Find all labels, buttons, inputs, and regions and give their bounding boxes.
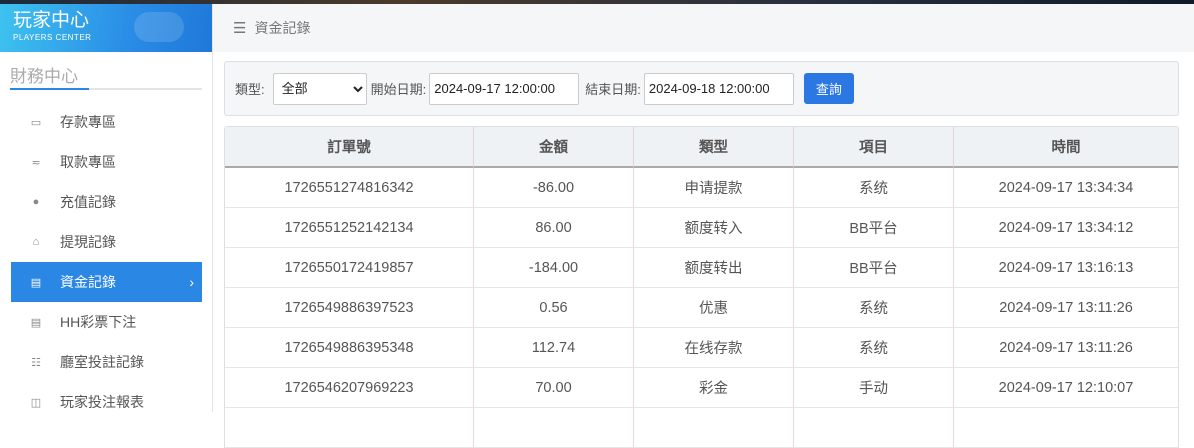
- table-cell: BB平台: [794, 208, 954, 248]
- sidebar-item[interactable]: ◫ 玩家投注報表: [11, 382, 202, 422]
- table-cell: 1726551274816342: [225, 168, 474, 208]
- logo-subtitle: PLAYERS CENTER: [13, 33, 92, 42]
- sidebar-item[interactable]: ≂ 取款專區: [11, 142, 202, 182]
- table-row: 1726551252142134 86.00 额度转入 BB平台 2024-09-17 …: [225, 208, 1178, 248]
- wallet-icon: ⌂: [32, 236, 40, 248]
- sidebar-item-label: 玩家投注報表: [60, 394, 144, 410]
- logo: 玩家中心 PLAYERS CENTER: [0, 4, 212, 52]
- start-date-input[interactable]: [429, 72, 580, 105]
- table-cell: 彩金: [634, 368, 794, 408]
- sidebar-item[interactable]: ● 充值記錄: [11, 182, 202, 222]
- cash-icon: ▤: [30, 276, 42, 289]
- table-cell: 1726549886397523: [225, 288, 474, 328]
- table-cell: 额度转出: [634, 248, 794, 288]
- sidebar-item-label: 充值記錄: [60, 194, 116, 210]
- card-icon: ▭: [30, 116, 42, 129]
- table-cell: 2024-09-17 13:16:13: [954, 248, 1178, 288]
- breadcrumb-current: 資金記錄: [254, 20, 311, 36]
- table-cell: 手动: [794, 368, 954, 408]
- sidebar-item[interactable]: ▭ 存款專區: [11, 102, 202, 142]
- column-header[interactable]: 項目: [794, 127, 954, 168]
- table-cell: 2024-09-17 13:34:34: [954, 168, 1178, 208]
- table-cell: 申请提款: [634, 168, 794, 208]
- table-cell: 1726550172419857: [225, 248, 474, 288]
- table-cell: 优惠: [634, 288, 794, 328]
- table-cell: 1726546207969223: [225, 368, 474, 408]
- sidebar: 玩家中心 PLAYERS CENTER 財務中心 ▭ 存款專區 ≂ 取款專區 ● 充值記錄…: [0, 4, 213, 412]
- table-cell: 2024-09-17 13:11:26: [954, 328, 1178, 368]
- sidebar-item-label: 取款專區: [60, 154, 116, 170]
- table-cell: 系统: [794, 288, 954, 328]
- column-header[interactable]: 類型: [634, 127, 794, 168]
- table-cell: 1726549886395348: [225, 328, 474, 368]
- type-select[interactable]: 全部: [272, 72, 367, 105]
- table-cell: 额度转入: [634, 208, 794, 248]
- sidebar-item[interactable]: ▤ HH彩票下注: [11, 302, 202, 342]
- table-cell: [954, 408, 1178, 448]
- sidebar-item[interactable]: ▤ 資金記錄 ›: [11, 262, 202, 302]
- records-table: 訂單號 金額 類型 項目 時間 1726551274816342 -86.00 申请提款 系统…: [224, 126, 1179, 448]
- sidebar-menu: ▭ 存款專區 ≂ 取款專區 ● 充值記錄 ⌂ 提現記錄 ▤ 資金記錄 › ▤ HH彩票下注 ☷ 廳室投註記錄…: [0, 102, 212, 422]
- table-cell: 在线存款: [634, 328, 794, 368]
- query-button[interactable]: 查詢: [803, 73, 854, 104]
- section-title: 財務中心: [10, 62, 202, 90]
- table-cell: 系统: [794, 328, 954, 368]
- money-bag-icon: ●: [32, 196, 40, 208]
- breadcrumb: ☰ 資金記錄: [213, 4, 1194, 52]
- menu-icon[interactable]: ☰: [233, 20, 247, 37]
- table-cell: 86.00: [474, 208, 634, 248]
- table-row: 1726549886397523 0.56 优惠 系统 2024-09-17 13:11…: [225, 288, 1178, 328]
- start-date-label: 開始日期:: [370, 82, 427, 97]
- end-date-label: 結束日期:: [585, 82, 641, 97]
- column-header[interactable]: 時間: [954, 127, 1178, 168]
- table-cell: [474, 408, 634, 448]
- column-header[interactable]: 金額: [474, 127, 634, 168]
- table-row: [225, 408, 1178, 448]
- table-cell: 系统: [794, 168, 954, 208]
- table-cell: 2024-09-17 13:34:12: [954, 208, 1178, 248]
- column-header[interactable]: 訂單號: [225, 127, 474, 168]
- table-header-row: 訂單號 金額 類型 項目 時間: [225, 127, 1178, 168]
- sidebar-item-label: 提現記錄: [60, 234, 116, 250]
- table-cell: [634, 408, 794, 448]
- table-cell: [225, 408, 474, 448]
- list-icon: ▤: [30, 316, 42, 329]
- table-cell: 2024-09-17 12:10:07: [954, 368, 1178, 408]
- table-cell: 0.56: [474, 288, 634, 328]
- table-row: 1726546207969223 70.00 彩金 手动 2024-09-17 12:1…: [225, 368, 1178, 408]
- table-row: 1726550172419857 -184.00 额度转出 BB平台 2024-09-1…: [225, 248, 1178, 288]
- table-cell: 2024-09-17 13:11:26: [954, 288, 1178, 328]
- sidebar-item[interactable]: ⌂ 提現記錄: [11, 222, 202, 262]
- table-cell: 1726551252142134: [225, 208, 474, 248]
- filter-bar: 類型: 全部 開始日期: 結束日期: 查詢: [224, 61, 1179, 116]
- table-cell: 70.00: [474, 368, 634, 408]
- hand-money-icon: ≂: [31, 156, 41, 169]
- list-bullets-icon: ☷: [31, 356, 41, 369]
- table-cell: [794, 408, 954, 448]
- table-row: 1726549886395348 112.74 在线存款 系统 2024-09-17 1…: [225, 328, 1178, 368]
- table-cell: BB平台: [794, 248, 954, 288]
- chart-icon: ◫: [30, 396, 42, 409]
- end-date-input[interactable]: [643, 72, 794, 105]
- logo-title: 玩家中心: [13, 10, 90, 31]
- table-cell: 112.74: [474, 328, 634, 368]
- sidebar-item[interactable]: ☷ 廳室投註記錄: [11, 342, 202, 382]
- sidebar-item-label: HH彩票下注: [60, 314, 137, 330]
- chevron-right-icon: ›: [189, 274, 194, 290]
- table-row: 1726551274816342 -86.00 申请提款 系统 2024-09-17 1…: [225, 168, 1178, 208]
- table-cell: -86.00: [474, 168, 634, 208]
- type-label: 類型:: [235, 82, 265, 97]
- window-top-strip: [0, 0, 1194, 4]
- table-cell: -184.00: [474, 248, 634, 288]
- sidebar-item-label: 資金記錄: [60, 274, 116, 290]
- sidebar-item-label: 存款專區: [60, 114, 116, 130]
- sidebar-item-label: 廳室投註記錄: [60, 354, 144, 370]
- gamepad-icon: [134, 12, 184, 42]
